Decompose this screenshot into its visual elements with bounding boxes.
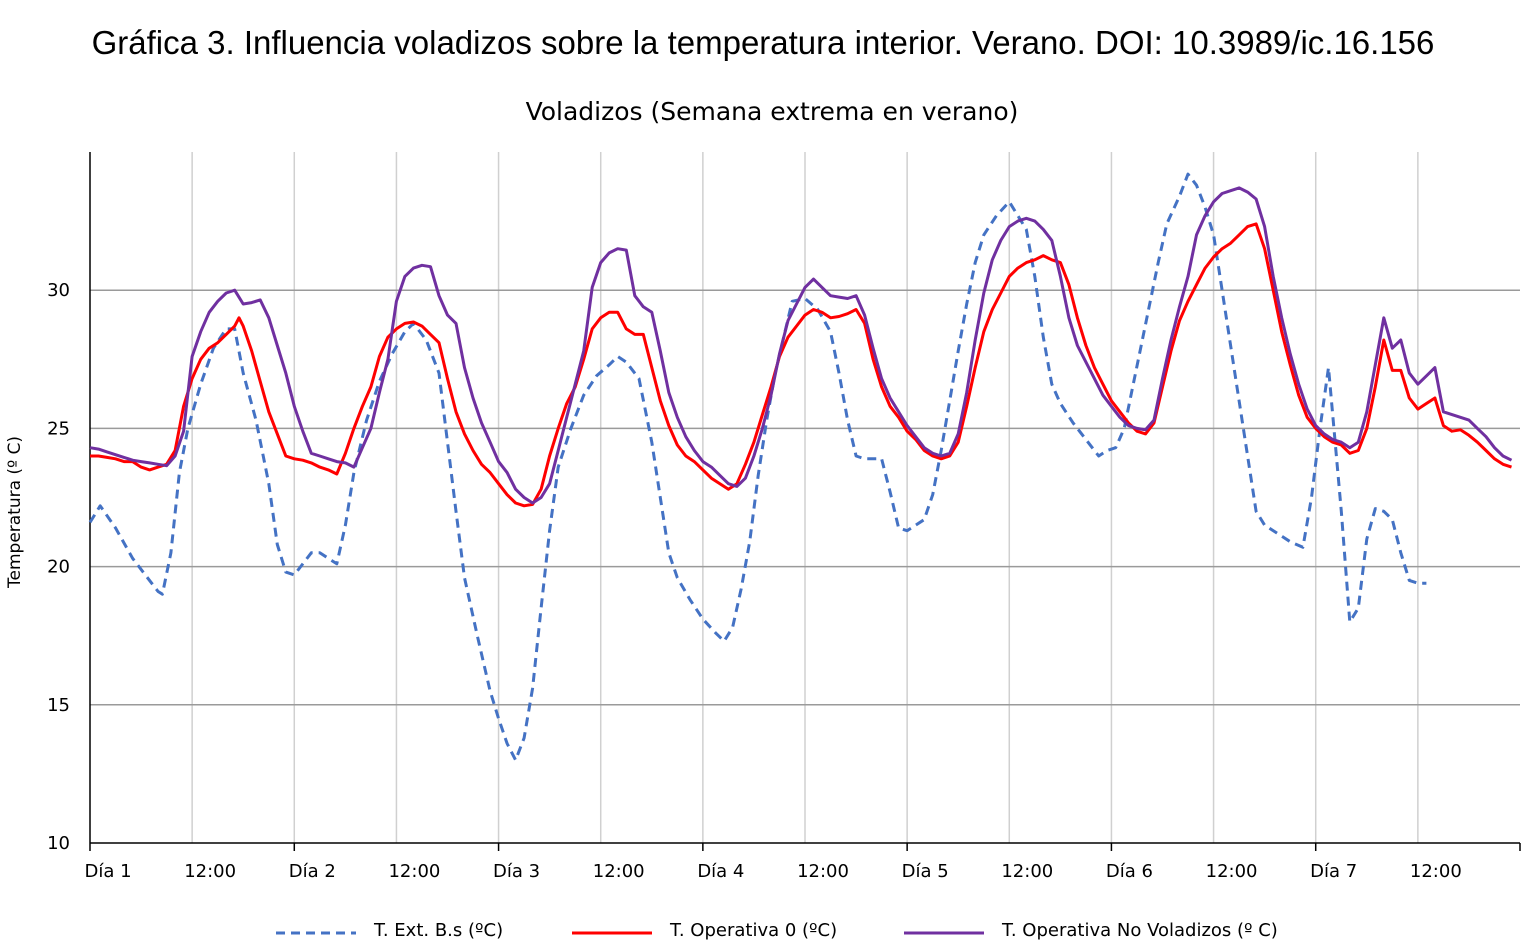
axes — [89, 152, 1521, 851]
x-tick-label: Día 6 — [1106, 861, 1153, 882]
legend-item-ext: T. Ext. B.s (ºC) — [276, 916, 503, 944]
legend-label-op0: T. Operativa 0 (ºC) — [670, 919, 838, 941]
legend-swatch-nov — [904, 925, 984, 935]
legend-item-op0: T. Operativa 0 (ºC) — [572, 916, 837, 944]
x-tick-label: 12:00 — [184, 861, 236, 882]
figure-title: Gráfica 3. Influencia voladizos sobre la… — [91, 24, 1435, 61]
y-tick-label: 10 — [47, 833, 70, 854]
grid-lines — [90, 152, 1520, 843]
x-tick-label: Día 2 — [289, 861, 336, 882]
y-tick-label: 30 — [47, 280, 70, 301]
y-axis-label: Temperatura (º C) — [5, 436, 25, 589]
legend-swatch-op0 — [572, 925, 652, 935]
legend-swatch-ext — [276, 925, 356, 935]
x-tick-label: 12:00 — [1410, 861, 1462, 882]
chart-title: Voladizos (Semana extrema en verano) — [525, 97, 1019, 126]
legend-label-ext: T. Ext. B.s (ºC) — [374, 919, 504, 941]
x-tick-label: 12:00 — [797, 861, 849, 882]
x-tick-label: Día 5 — [902, 861, 949, 882]
y-tick-label: 20 — [47, 557, 70, 578]
legend-label-nov: T. Operativa No Voladizos (º C) — [1002, 919, 1278, 941]
tick-labels: 10 15 20 25 30 Día 1 12:00 Día 2 12:00 Día 3 12:00… — [47, 280, 1462, 882]
x-tick-label: 12:00 — [1001, 861, 1053, 882]
legend-item-nov: T. Operativa No Voladizos (º C) — [904, 916, 1278, 944]
legend: T. Ext. B.s (ºC) T. Operativa 0 (ºC) T. … — [0, 916, 1526, 944]
y-tick-label: 25 — [47, 418, 70, 439]
x-tick-label: 12:00 — [593, 861, 645, 882]
x-tick-label: Día 4 — [697, 861, 744, 882]
series-line-3 — [89, 186, 1513, 505]
series-line-1 — [88, 172, 1427, 762]
line-chart: 10 15 20 25 30 Día 1 12:00 Día 2 12:00 Día 3 12:00… — [5, 152, 1521, 882]
x-tick-label: 12:00 — [1206, 861, 1258, 882]
series-lines — [88, 172, 1513, 762]
x-tick-label: 12:00 — [388, 861, 440, 882]
x-tick-label: Día 7 — [1310, 861, 1357, 882]
y-tick-label: 15 — [47, 695, 70, 716]
x-tick-label: Día 3 — [493, 861, 540, 882]
x-tick-label: Día 1 — [84, 861, 131, 882]
series-line-2 — [90, 222, 1512, 508]
